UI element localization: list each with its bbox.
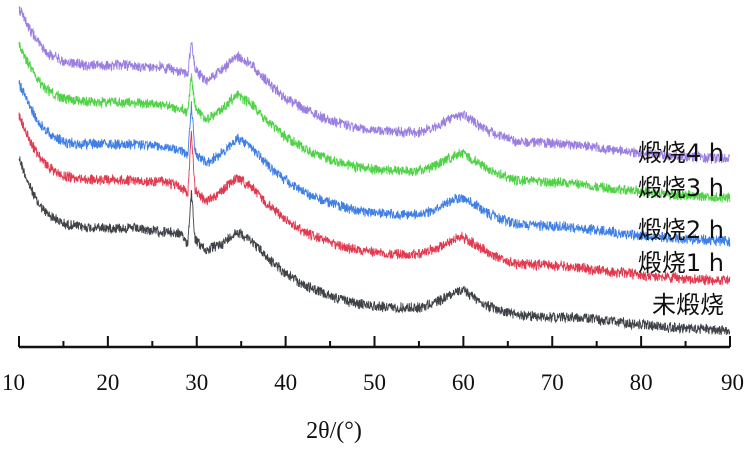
x-axis-title: 2θ/(°) [306, 418, 362, 444]
x-tick-label: 50 [363, 370, 386, 395]
x-tick-label: 40 [274, 370, 297, 395]
series-line-2 [18, 80, 731, 248]
series-line-0 [18, 156, 731, 336]
series-label-4: 煅烧4 h [638, 139, 724, 167]
x-axis: 10 20 30 40 50 60 70 80 90 [2, 336, 744, 395]
x-tick-label: 80 [630, 370, 653, 395]
curves-layer [18, 6, 731, 336]
series-label-2: 煅烧2 h [638, 216, 724, 244]
x-tick-label: 90 [721, 370, 744, 395]
series-line-1 [18, 112, 731, 286]
x-tick-label: 30 [185, 370, 208, 395]
series-line-3 [18, 41, 731, 203]
series-labels: 未煅烧 煅烧1 h 煅烧2 h 煅烧3 h 煅烧4 h [638, 139, 724, 319]
series-label-3: 煅烧3 h [638, 174, 724, 202]
x-tick-label: 20 [96, 370, 119, 395]
x-tick-label: 10 [2, 370, 25, 395]
series-label-0: 未煅烧 [652, 291, 724, 319]
series-line-4 [18, 6, 731, 165]
series-label-1: 煅烧1 h [638, 249, 724, 277]
x-tick-label: 60 [452, 370, 475, 395]
x-tick-label: 70 [541, 370, 564, 395]
